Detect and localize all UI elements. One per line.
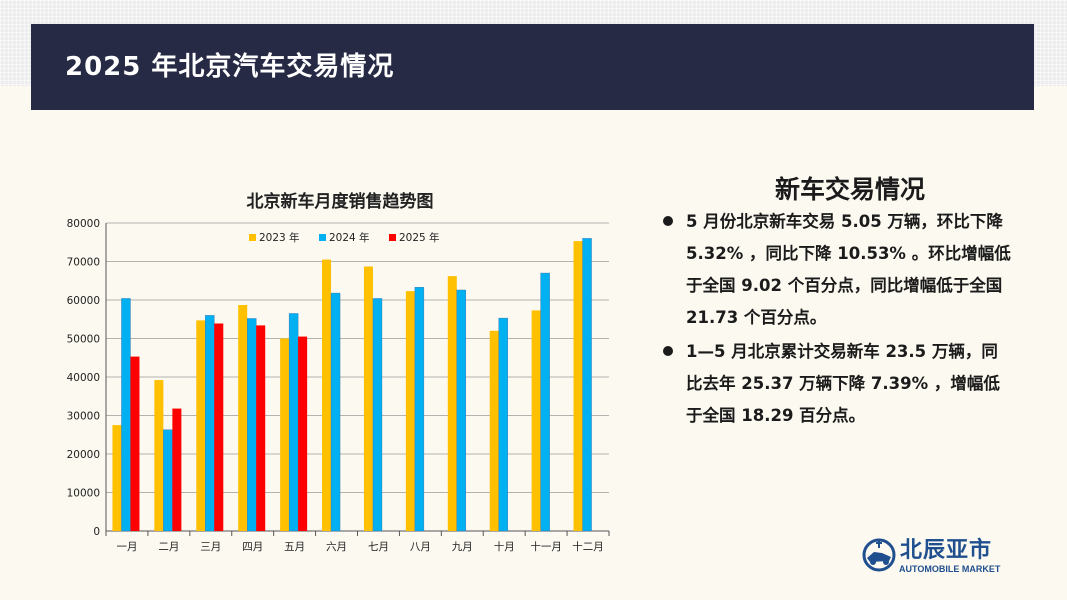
legend-swatch: [319, 234, 326, 241]
bullet-text: 5 月份北京新车交易 5.05 万辆，环比下降 5.32% ，同比下降 10.5…: [686, 212, 1011, 327]
header-bar: 2025 年北京汽车交易情况: [31, 24, 1034, 110]
bar-2024年-十二月: [582, 238, 592, 532]
y-tick-label: 0: [93, 526, 100, 538]
bullet-item: 1—5 月北京累计交易新车 23.5 万辆，同比去年 25.37 万辆下降 7.…: [662, 336, 1014, 432]
bar-2025年-二月: [172, 408, 182, 531]
bullet-text: 1—5 月北京累计交易新车 23.5 万辆，同比去年 25.37 万辆下降 7.…: [686, 342, 1000, 425]
y-tick-label: 50000: [67, 334, 100, 346]
bar-2024年-七月: [372, 298, 383, 532]
panel-title: 新车交易情况: [774, 175, 925, 204]
bullet-dot-icon: [663, 216, 673, 226]
bar-2023年-十二月: [573, 241, 583, 531]
bar-2025年-三月: [214, 323, 224, 531]
logo-name: 北辰亚市: [900, 538, 993, 563]
bar-2023年-五月: [280, 338, 290, 531]
bar-chart: 0 10000 20000 30000 40000 50000 60000 70000 8000…: [67, 191, 610, 553]
y-tick-label: 20000: [67, 449, 100, 461]
x-tick-label: 八月: [410, 541, 431, 553]
x-tick-label: 十月: [494, 540, 515, 553]
bar-2024年-一月: [121, 298, 131, 532]
x-tick-label: 六月: [326, 541, 347, 553]
x-tick-label: 十二月: [572, 540, 604, 553]
page-title: 2025 年北京汽车交易情况: [65, 52, 395, 82]
bar-2024年-九月: [456, 289, 466, 532]
bar-2024年-六月: [330, 292, 341, 532]
chart-title: 北京新车月度销售趋势图: [247, 191, 434, 212]
y-tick-label: 10000: [67, 488, 100, 500]
bar-2023年-八月: [405, 291, 415, 531]
bullet-item: 5 月份北京新车交易 5.05 万辆，环比下降 5.32% ，同比下降 10.5…: [662, 206, 1014, 334]
bar-2024年-二月: [163, 429, 173, 532]
bar-2025年-四月: [256, 325, 266, 531]
x-tick-label: 四月: [242, 541, 263, 553]
legend-swatch: [249, 234, 256, 241]
bar-2023年-十月: [489, 330, 499, 531]
bar-2023年-一月: [112, 425, 122, 531]
bar-2023年-六月: [322, 259, 332, 531]
bar-2023年-九月: [447, 276, 457, 531]
logo-subtitle: AUTOMOBILE MARKET: [899, 564, 1001, 574]
legend-swatch: [389, 234, 396, 241]
legend-label: 2025 年: [399, 231, 440, 244]
legend-label: 2023 年: [259, 231, 300, 244]
logo: 北辰亚市 AUTOMOBILE MARKET: [862, 538, 1012, 578]
legend-label: 2024 年: [329, 231, 370, 244]
bar-2024年-十月: [498, 317, 508, 532]
bar-2024年-十一月: [540, 272, 550, 532]
y-tick-label: 80000: [67, 218, 100, 230]
car-globe-icon: [862, 538, 896, 572]
bullet-list: 5 月份北京新车交易 5.05 万辆，环比下降 5.32% ，同比下降 10.5…: [662, 206, 1014, 434]
bar-2023年-二月: [154, 380, 164, 531]
bar-2024年-八月: [414, 287, 425, 532]
bar-2024年-三月: [205, 315, 215, 532]
bar-2024年-四月: [247, 318, 257, 532]
x-tick-label: 三月: [200, 541, 221, 553]
y-tick-label: 60000: [67, 295, 100, 307]
x-tick-label: 二月: [158, 541, 179, 553]
bar-2023年-七月: [363, 266, 373, 531]
bar-2023年-三月: [196, 320, 206, 531]
x-tick-label: 五月: [284, 541, 305, 553]
x-tick-label: 七月: [368, 541, 389, 553]
y-tick-label: 70000: [67, 257, 100, 269]
x-tick-label: 十一月: [530, 540, 562, 553]
bar-2025年-五月: [298, 336, 308, 531]
bar-2024年-五月: [288, 313, 299, 532]
y-tick-label: 40000: [67, 372, 100, 384]
bullet-dot-icon: [663, 346, 673, 356]
y-tick-label: 30000: [67, 411, 100, 423]
bar-2023年-四月: [238, 305, 248, 531]
x-tick-label: 一月: [116, 541, 137, 553]
x-tick-label: 九月: [452, 541, 473, 553]
bar-2023年-十一月: [531, 310, 541, 531]
bar-2025年-一月: [130, 356, 140, 531]
